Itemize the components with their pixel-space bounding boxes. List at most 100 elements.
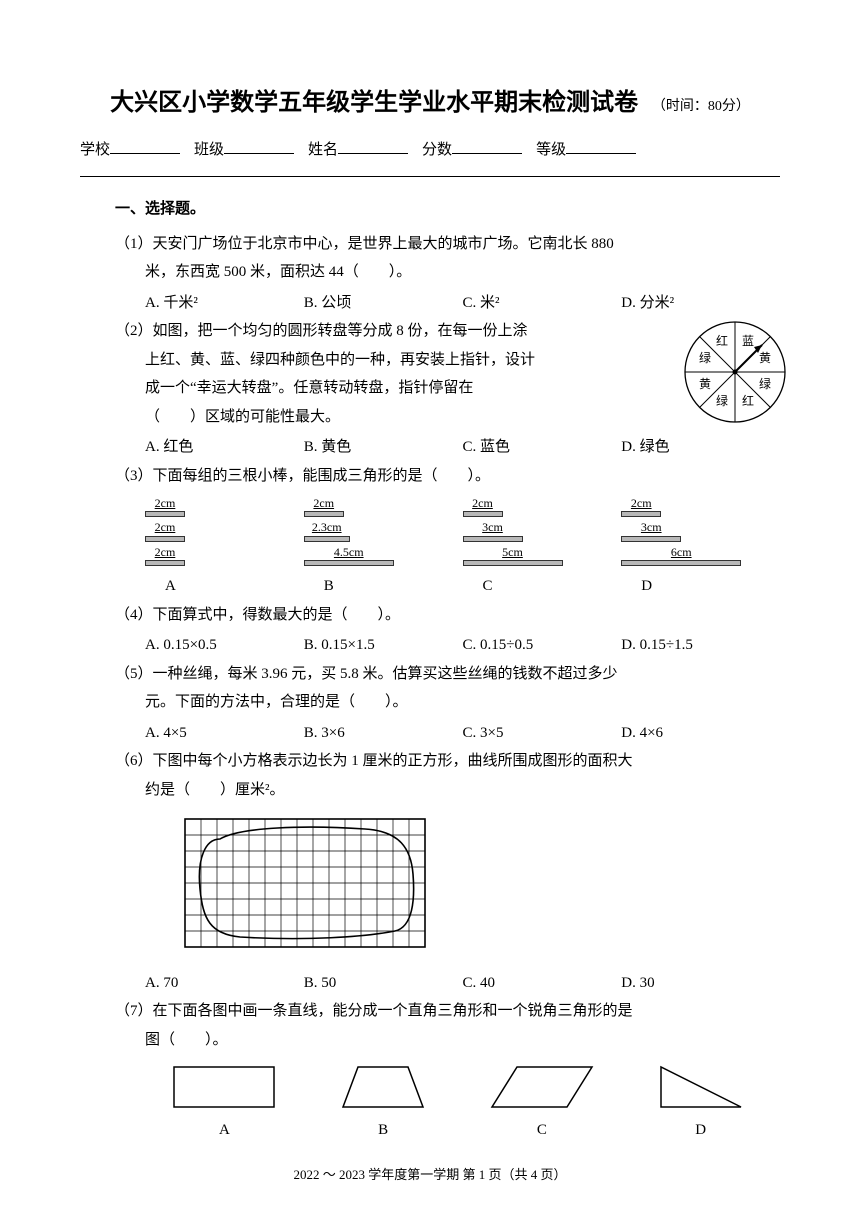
question-5: （5）一种丝绳，每米 3.96 元，买 5.8 米。估算买这些丝绳的钱数不超过多… [115, 660, 780, 748]
sticks-letter[interactable]: D [621, 572, 780, 601]
svg-text:黄: 黄 [699, 377, 711, 391]
shape-rectangle: A [145, 1062, 304, 1145]
stick-icon: 2cm [463, 496, 503, 517]
question-text: 成一个“幸运大转盘”。任意转动转盘，指针停留在 [115, 374, 655, 403]
question-number: （7） [115, 1003, 153, 1019]
shape-parallelogram: C [463, 1062, 622, 1145]
field-blank[interactable] [338, 137, 408, 154]
option-b[interactable]: B. 50 [304, 969, 463, 998]
sticks-letter[interactable]: A [145, 572, 304, 601]
field-label: 分数 [422, 136, 452, 165]
field-name: 姓名 [308, 136, 408, 165]
question-2: （2）如图，把一个均匀的圆形转盘等分成 8 份，在每一份上涂 上红、黄、蓝、绿四… [115, 317, 780, 462]
field-blank[interactable] [110, 137, 180, 154]
sticks-group: 2cm 2.3cm 4.5cm [304, 496, 463, 566]
shape-letter: D [695, 1116, 706, 1145]
question-number: （1） [115, 236, 153, 252]
stick-icon: 2cm [145, 496, 185, 517]
option-b[interactable]: B. 0.15×1.5 [304, 631, 463, 660]
field-label: 姓名 [308, 136, 338, 165]
question-text: 下图中每个小方格表示边长为 1 厘米的正方形，曲线所围成图形的面积大 [153, 753, 633, 769]
question-number: （5） [115, 666, 153, 682]
option-b[interactable]: B. 黄色 [304, 433, 463, 462]
question-7: （7）在下面各图中画一条直线，能分成一个直角三角形和一个锐角三角形的是 图（ ）… [115, 997, 780, 1145]
sticks-letters: ABCD [115, 572, 780, 601]
svg-text:绿: 绿 [699, 350, 711, 365]
option-d[interactable]: D. 0.15÷1.5 [621, 631, 780, 660]
question-text: 下面算式中，得数最大的是（ ）。 [153, 607, 401, 623]
svg-text:绿: 绿 [759, 376, 771, 391]
shape-letter: A [219, 1116, 230, 1145]
option-b[interactable]: B. 公顷 [304, 289, 463, 318]
question-text: 天安门广场位于北京市中心，是世界上最大的城市广场。它南北长 880 [153, 236, 614, 252]
option-a[interactable]: A. 0.15×0.5 [145, 631, 304, 660]
question-text: 上红、黄、蓝、绿四种颜色中的一种，再安装上指针，设计 [115, 346, 655, 375]
question-text: 一种丝绳，每米 3.96 元，买 5.8 米。估算买这些丝绳的钱数不超过多少 [153, 666, 618, 682]
options-row: A. 0.15×0.5 B. 0.15×1.5 C. 0.15÷0.5 D. 0… [115, 631, 780, 660]
question-text: （ ）区域的可能性最大。 [115, 403, 655, 432]
page-footer: 2022 ～ 2023 学年度第一学期 第 1 页（共 4 页） [80, 1163, 780, 1188]
section-1-title: 一、选择题。 [115, 195, 780, 224]
stick-icon: 2cm [145, 545, 185, 566]
option-c[interactable]: C. 蓝色 [463, 433, 622, 462]
field-label: 等级 [536, 136, 566, 165]
sticks-group: 2cm 3cm 6cm [621, 496, 780, 566]
sticks-letter[interactable]: C [463, 572, 622, 601]
field-label: 班级 [194, 136, 224, 165]
stick-icon: 2.3cm [304, 520, 350, 541]
svg-text:红: 红 [716, 333, 728, 348]
grid-figure-icon [175, 812, 780, 965]
option-d[interactable]: D. 绿色 [621, 433, 780, 462]
sticks-letter[interactable]: B [304, 572, 463, 601]
question-3: （3）下面每组的三根小棒，能围成三角形的是（ ）。 2cm2cm2cm2cm2.… [115, 462, 780, 601]
option-c[interactable]: C. 3×5 [463, 719, 622, 748]
spinner-wheel-icon: 蓝 黄 绿 红 绿 黄 绿 红 [680, 317, 790, 427]
shape-right-triangle: D [621, 1062, 780, 1145]
option-d[interactable]: D. 分米² [621, 289, 780, 318]
sticks-group: 2cm2cm2cm [145, 496, 304, 566]
option-c[interactable]: C. 40 [463, 969, 622, 998]
options-row: A. 70 B. 50 C. 40 D. 30 [115, 969, 780, 998]
options-row: A. 千米² B. 公顷 C. 米² D. 分米² [115, 289, 780, 318]
field-class: 班级 [194, 136, 294, 165]
option-d[interactable]: D. 4×6 [621, 719, 780, 748]
sticks-group: 2cm 3cm 5cm [463, 496, 622, 566]
field-blank[interactable] [566, 137, 636, 154]
shape-letter: B [378, 1116, 388, 1145]
option-d[interactable]: D. 30 [621, 969, 780, 998]
stick-icon: 4.5cm [304, 545, 394, 566]
shape-trapezoid: B [304, 1062, 463, 1145]
field-grade: 等级 [536, 136, 636, 165]
exam-time: （时间：80分） [652, 99, 750, 114]
svg-text:蓝: 蓝 [742, 334, 754, 348]
option-c[interactable]: C. 米² [463, 289, 622, 318]
field-blank[interactable] [452, 137, 522, 154]
question-6: （6）下图中每个小方格表示边长为 1 厘米的正方形，曲线所围成图形的面积大 约是… [115, 747, 780, 997]
option-a[interactable]: A. 70 [145, 969, 304, 998]
question-4: （4）下面算式中，得数最大的是（ ）。 A. 0.15×0.5 B. 0.15×… [115, 601, 780, 660]
question-text: 在下面各图中画一条直线，能分成一个直角三角形和一个锐角三角形的是 [153, 1003, 633, 1019]
stick-icon: 2cm [621, 496, 661, 517]
option-b[interactable]: B. 3×6 [304, 719, 463, 748]
stick-icon: 6cm [621, 545, 741, 566]
exam-title: 大兴区小学数学五年级学生学业水平期末检测试卷 [110, 89, 638, 116]
stick-icon: 5cm [463, 545, 563, 566]
question-text: 图（ ）。 [115, 1026, 780, 1055]
option-c[interactable]: C. 0.15÷0.5 [463, 631, 622, 660]
svg-text:红: 红 [742, 393, 754, 408]
field-label: 学校 [80, 136, 110, 165]
question-text: 元。下面的方法中，合理的是（ ）。 [115, 688, 780, 717]
option-a[interactable]: A. 4×5 [145, 719, 304, 748]
stick-icon: 2cm [304, 496, 344, 517]
option-a[interactable]: A. 红色 [145, 433, 304, 462]
stick-icon: 3cm [463, 520, 523, 541]
question-number: （3） [115, 468, 153, 484]
stick-icon: 3cm [621, 520, 681, 541]
shapes-row: A B C D [115, 1062, 780, 1145]
field-score: 分数 [422, 136, 522, 165]
options-row: A. 红色 B. 黄色 C. 蓝色 D. 绿色 [115, 433, 780, 462]
field-blank[interactable] [224, 137, 294, 154]
option-a[interactable]: A. 千米² [145, 289, 304, 318]
field-school: 学校 [80, 136, 180, 165]
svg-text:黄: 黄 [759, 351, 771, 365]
